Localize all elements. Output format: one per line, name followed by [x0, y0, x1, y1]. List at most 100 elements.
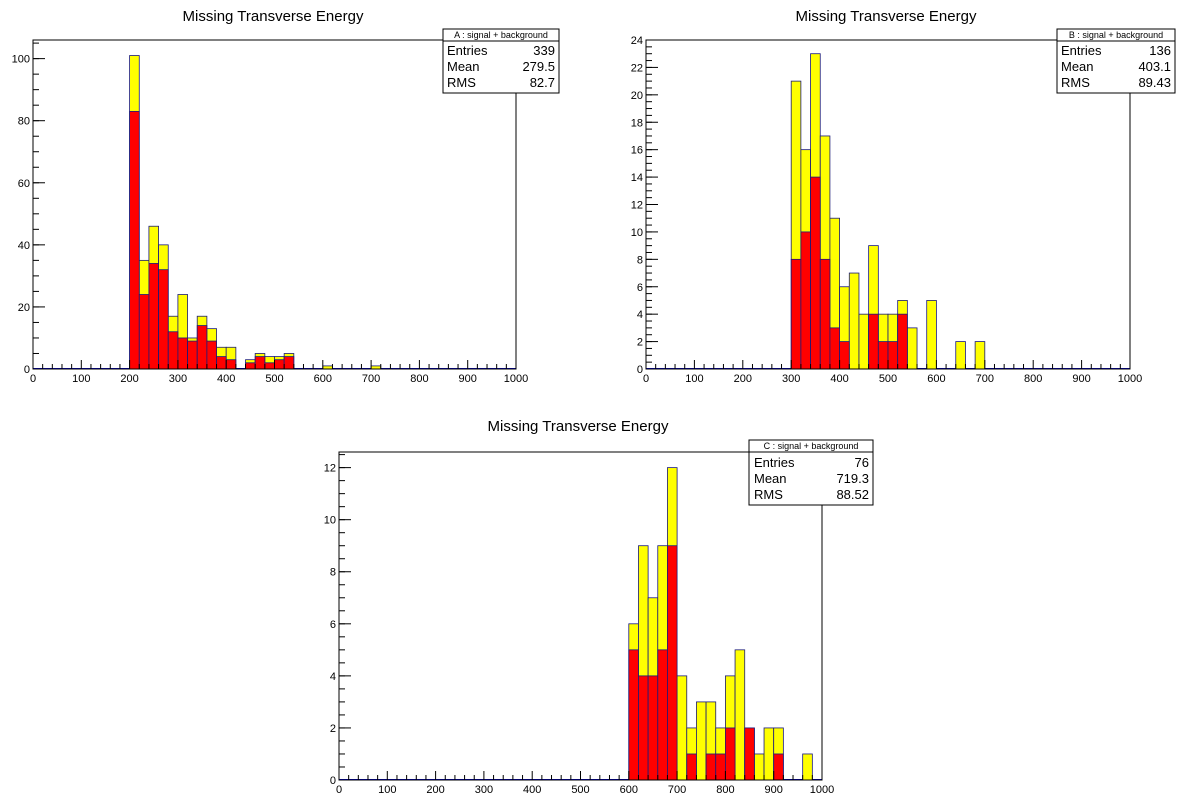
- signal-bar: [647, 675, 659, 781]
- signal-bar: [196, 325, 208, 370]
- bars: [339, 467, 822, 781]
- x-tick-label: 0: [336, 784, 342, 796]
- signal-bar: [897, 313, 908, 370]
- total-bar: [926, 300, 937, 370]
- signal-bar: [206, 340, 217, 370]
- total-bar: [696, 701, 707, 781]
- y-tick-label: 10: [324, 515, 336, 527]
- axes: 0 100 200 300 400 500 600 700 800 900 1000 0 20 40 60 8…: [12, 39, 528, 385]
- x-tick-label: 100: [378, 784, 396, 796]
- total-bar: [974, 341, 986, 370]
- x-tick-label: 800: [1024, 373, 1042, 385]
- x-tick-label: 300: [475, 784, 493, 796]
- stats-header: B : signal + background: [1069, 30, 1163, 40]
- total-bar: [906, 327, 918, 370]
- stats-mean-label: Mean: [1061, 59, 1094, 74]
- bars: [646, 53, 1130, 370]
- signal-bar: [628, 649, 639, 781]
- stats-mean-value: 719.3: [836, 471, 869, 486]
- stats-mean-label: Mean: [754, 471, 787, 486]
- x-tick-label: 900: [459, 373, 477, 385]
- x-tick-label: 400: [523, 784, 541, 796]
- axes: 0 100 200 300 400 500 600 700 800 900 100002468101…: [631, 35, 1142, 385]
- signal-bar: [167, 331, 179, 370]
- x-tick-label: 0: [643, 373, 649, 385]
- y-tick-label: 20: [18, 302, 30, 314]
- y-tick-label: 24: [631, 35, 643, 47]
- signal-bar: [800, 231, 811, 370]
- signal-bar: [657, 649, 668, 781]
- signal-bar: [187, 340, 198, 370]
- signal-bar: [245, 362, 256, 370]
- stats-rms-value: 88.52: [836, 487, 869, 502]
- histogram-panel-c: Missing Transverse Energy 0 100 200 300 400 5…: [324, 418, 874, 796]
- total-bar: [734, 649, 746, 781]
- signal-bar: [225, 359, 237, 370]
- stats-rms-label: RMS: [1061, 75, 1090, 90]
- signal-bar: [819, 258, 831, 370]
- x-tick-label: 800: [410, 373, 428, 385]
- stats-entries-value: 76: [855, 455, 869, 470]
- x-tick-label: 400: [217, 373, 235, 385]
- x-tick-label: 100: [72, 373, 90, 385]
- signal-bar: [790, 258, 802, 370]
- signal-bar: [810, 176, 821, 370]
- stats-entries-label: Entries: [447, 43, 488, 58]
- x-tick-label: 900: [1072, 373, 1090, 385]
- chart-title: Missing Transverse Energy: [183, 8, 364, 25]
- x-tick-label: 200: [426, 784, 444, 796]
- signal-bar: [254, 356, 266, 370]
- y-tick-label: 0: [637, 364, 643, 376]
- y-tick-label: 40: [18, 240, 30, 252]
- x-tick-label: 600: [927, 373, 945, 385]
- x-tick-label: 0: [30, 373, 36, 385]
- x-tick-label: 200: [734, 373, 752, 385]
- stats-box-frame: [1056, 28, 1176, 94]
- y-tick-label: 6: [330, 619, 336, 631]
- total-bar: [955, 341, 966, 370]
- x-tick-label: 800: [716, 784, 734, 796]
- stats-box: C : signal + background Entries 76 Mean …: [748, 439, 874, 506]
- x-tick-label: 300: [782, 373, 800, 385]
- signal-bar: [638, 675, 649, 781]
- signal-bar: [725, 727, 736, 781]
- y-tick-label: 4: [330, 671, 336, 683]
- y-tick-label: 60: [18, 178, 30, 190]
- signal-bar: [129, 110, 140, 370]
- y-tick-label: 6: [637, 282, 643, 294]
- y-tick-label: 14: [631, 172, 643, 184]
- y-tick-label: 20: [631, 90, 643, 102]
- stats-entries-label: Entries: [1061, 43, 1102, 58]
- x-tick-label: 1000: [1118, 373, 1142, 385]
- signal-bar: [216, 356, 227, 370]
- y-tick-label: 80: [18, 116, 30, 128]
- signal-bar: [715, 753, 726, 781]
- stats-box: B : signal + background Entries 136 Mean…: [1056, 28, 1176, 94]
- signal-bar: [839, 341, 850, 370]
- total-bar: [848, 272, 860, 370]
- signal-bar: [283, 356, 295, 370]
- total-bar: [676, 675, 688, 781]
- total-bar: [763, 727, 775, 781]
- y-tick-label: 0: [24, 364, 30, 376]
- signal-bar: [667, 545, 678, 781]
- total-bar: [858, 313, 870, 370]
- stats-rms-label: RMS: [447, 75, 476, 90]
- x-tick-label: 500: [571, 784, 589, 796]
- x-tick-label: 600: [620, 784, 638, 796]
- histogram-panel-b: Missing Transverse Energy 0 100 200 300 400 5…: [631, 8, 1176, 385]
- y-tick-label: 12: [631, 200, 643, 212]
- stats-entries-value: 136: [1149, 43, 1171, 58]
- x-tick-label: 900: [765, 784, 783, 796]
- x-tick-label: 200: [120, 373, 138, 385]
- x-tick-label: 700: [668, 784, 686, 796]
- signal-bar: [274, 359, 285, 370]
- chart-title: Missing Transverse Energy: [488, 418, 669, 435]
- signal-bar: [148, 263, 159, 370]
- signal-bar: [264, 362, 275, 370]
- signal-bar: [829, 327, 840, 370]
- x-tick-label: 400: [830, 373, 848, 385]
- y-tick-label: 8: [637, 254, 643, 266]
- signal-bar: [868, 313, 879, 370]
- stats-rms-label: RMS: [754, 487, 783, 502]
